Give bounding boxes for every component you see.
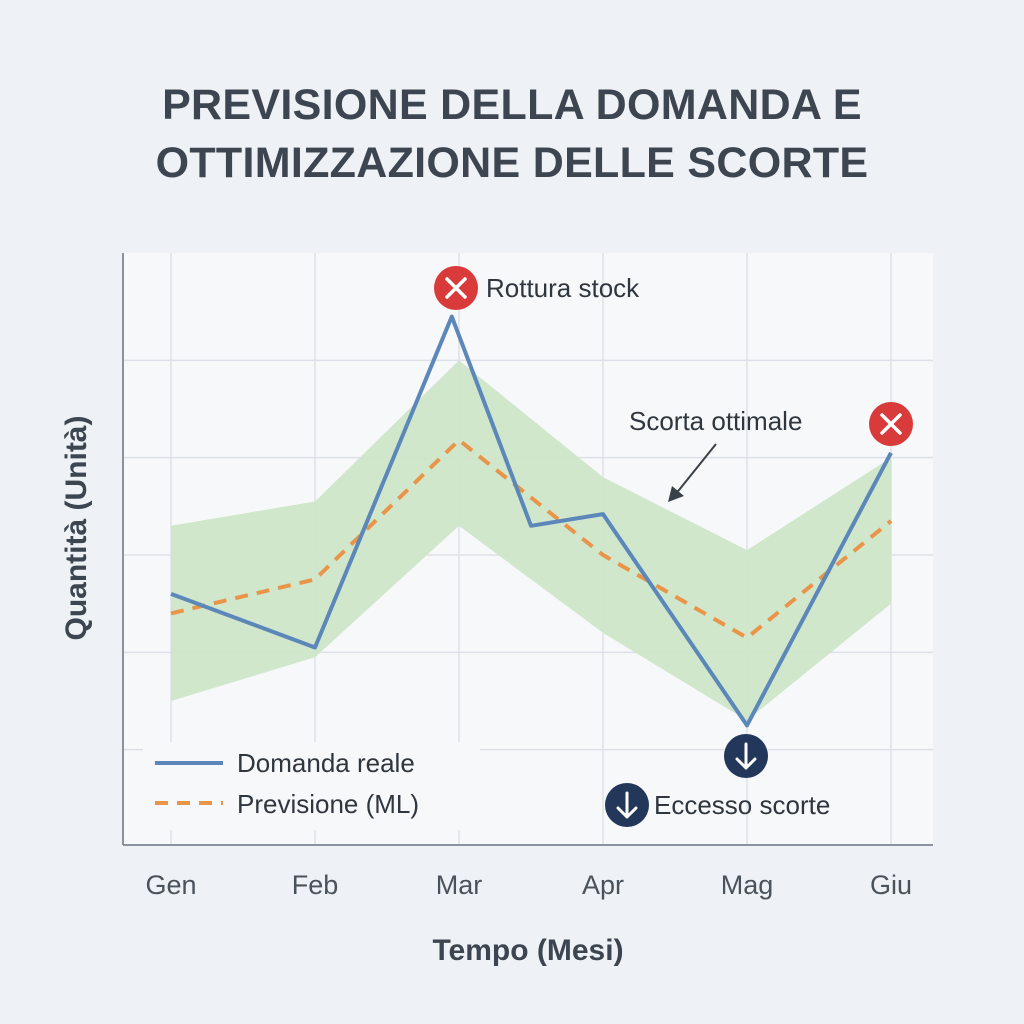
close-icon — [880, 413, 902, 435]
x-axis-title: Tempo (Mesi) — [432, 934, 623, 967]
stockout-label: Rottura stock — [486, 273, 640, 303]
x-tick-label: Giu — [870, 870, 912, 900]
legend-box — [143, 742, 480, 830]
stockout-marker-mar — [434, 266, 478, 310]
optimal-stock-band — [171, 360, 891, 721]
band-arrow-head — [668, 486, 684, 502]
series-line-forecast — [170, 437, 893, 641]
chart-title: PREVISIONE DELLA DOMANDA E OTTIMIZZAZION… — [0, 76, 1024, 192]
chart-title-line-2: OTTIMIZZAZIONE DELLE SCORTE — [155, 139, 869, 187]
series-line-demand — [170, 314, 893, 728]
band-arrow-shaft — [674, 443, 717, 496]
excess-marker-mag — [724, 734, 768, 778]
x-tick-label: Gen — [145, 870, 196, 900]
band-label: Scorta ottimale — [629, 406, 802, 436]
x-tick-label: Mag — [721, 870, 774, 900]
y-axis-title: Quantità (Unità) — [60, 416, 93, 641]
axes — [122, 253, 933, 846]
x-tick-label: Feb — [292, 870, 339, 900]
arrow-down-icon — [616, 791, 638, 819]
excess-label: Eccesso scorte — [654, 790, 830, 820]
stockout-marker-giu — [869, 402, 913, 446]
legend-label-forecast: Previsione (ML) — [237, 789, 419, 819]
x-tick-label: Apr — [582, 870, 624, 900]
x-tick-labels: Gen Feb Mar Apr Mag Giu — [145, 870, 912, 900]
arrow-down-icon — [735, 742, 757, 770]
close-icon — [445, 277, 467, 299]
x-tick-label: Mar — [436, 870, 483, 900]
chart-title-line-1: PREVISIONE DELLA DOMANDA E — [162, 81, 862, 129]
legend-label-demand: Domanda reale — [237, 748, 415, 778]
excess-label-group: Eccesso scorte — [605, 783, 830, 827]
